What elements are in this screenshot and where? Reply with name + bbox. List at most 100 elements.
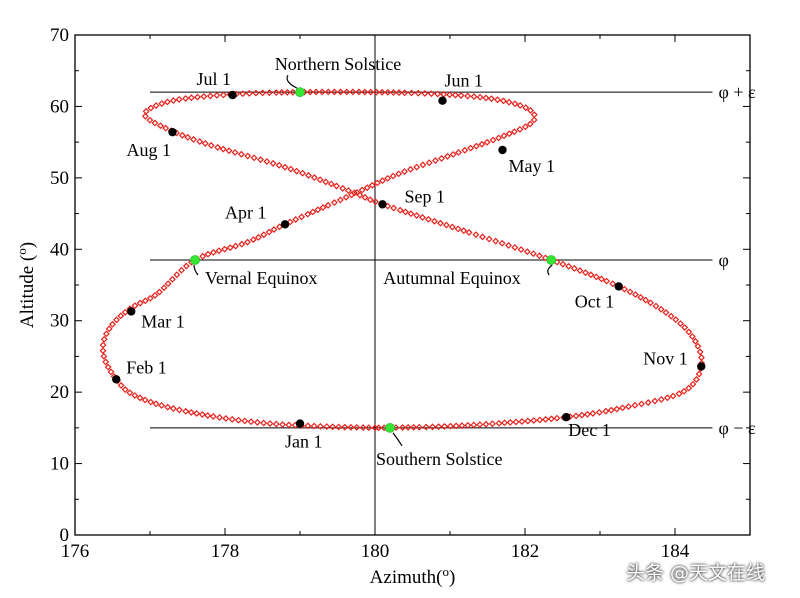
analemma-point <box>292 216 300 223</box>
analemma-point <box>396 206 404 214</box>
analemma-point <box>530 116 538 124</box>
analemma-point <box>222 415 230 422</box>
analemma-point <box>309 208 317 216</box>
analemma-point <box>279 421 287 428</box>
analemma-point <box>695 370 703 378</box>
analemma-point <box>570 264 578 272</box>
analemma-point <box>169 97 177 104</box>
analemma-point <box>283 88 291 96</box>
analemma-point <box>521 123 529 131</box>
y-axis-title: Altitude (o) <box>14 242 38 328</box>
month-marker <box>498 145 507 155</box>
analemma-point <box>175 406 183 414</box>
analemma-point <box>333 182 340 190</box>
analemma-point <box>287 165 295 173</box>
analemma-point <box>337 88 345 96</box>
analemma-point <box>169 405 177 412</box>
y-tick-label: 60 <box>50 96 69 117</box>
analemma-point <box>117 381 125 389</box>
analemma-point <box>547 415 555 423</box>
analemma-point <box>366 196 374 204</box>
month-marker <box>438 96 447 105</box>
analemma-point <box>518 418 526 425</box>
analemma-point <box>206 92 214 100</box>
analemma-point <box>187 408 195 416</box>
analemma-point <box>293 167 301 175</box>
analemma-point <box>310 422 318 430</box>
analemma-point <box>163 98 171 106</box>
analemma-point <box>324 201 332 209</box>
special-point-label: Vernal Equinox <box>205 268 317 288</box>
analemma-point <box>363 184 371 192</box>
analemma-point <box>260 231 268 239</box>
reference-line-label: φ − ε <box>719 418 757 438</box>
analemma-point <box>198 411 206 418</box>
y-tick-label: 50 <box>50 168 69 189</box>
analemma-point <box>652 302 660 310</box>
analemma-point <box>483 138 491 146</box>
analemma-point <box>415 423 423 431</box>
analemma-point <box>647 299 654 307</box>
analemma-point <box>688 333 696 340</box>
analemma-point <box>553 414 561 422</box>
analemma-point <box>427 90 435 98</box>
analemma-point <box>372 88 380 96</box>
analemma-point <box>146 294 154 302</box>
analemma-point <box>324 88 332 96</box>
analemma-point <box>476 421 484 429</box>
analemma-point <box>107 368 115 376</box>
analemma-point <box>146 116 154 124</box>
analemma-point <box>404 423 412 431</box>
analemma-point <box>505 98 513 106</box>
month-label: Jul 1 <box>197 69 232 89</box>
analemma-point <box>501 419 508 427</box>
analemma-point <box>207 141 215 149</box>
analemma-point <box>263 158 271 165</box>
analemma-point <box>342 193 350 201</box>
analemma-point <box>527 107 534 114</box>
analemma-point <box>421 89 429 97</box>
analemma-point <box>488 420 496 428</box>
analemma-point <box>425 159 433 167</box>
analemma-point <box>219 91 227 99</box>
analemma-point <box>131 302 139 310</box>
analemma-point <box>109 320 116 328</box>
x-axis-title: Azimuth(o) <box>370 564 456 588</box>
x-tick-label: 182 <box>511 541 540 562</box>
analemma-point <box>505 241 512 249</box>
analemma-point <box>680 387 688 395</box>
month-marker <box>168 127 177 137</box>
analemma-point <box>356 191 364 199</box>
month-label: Mar 1 <box>141 311 185 331</box>
analemma-point <box>365 424 373 432</box>
analemma-point <box>160 284 168 292</box>
analemma-point <box>625 403 632 411</box>
analemma-point <box>344 187 352 195</box>
analemma-point <box>281 163 289 171</box>
analemma-point <box>99 347 107 355</box>
analemma-point <box>530 417 538 424</box>
analemma-point <box>472 231 480 239</box>
analemma-point <box>522 104 530 112</box>
month-marker <box>228 90 237 100</box>
analemma-point <box>219 145 227 153</box>
analemma-point <box>657 396 665 403</box>
analemma-point <box>228 415 236 423</box>
analemma-point <box>541 254 549 262</box>
analemma-point <box>495 134 503 142</box>
analemma-point <box>310 174 318 182</box>
analemma-point <box>323 423 331 431</box>
x-tick-label: 180 <box>361 541 390 562</box>
analemma-point <box>413 163 421 171</box>
analemma-point <box>312 88 320 96</box>
analemma-point <box>244 238 251 246</box>
analemma-point <box>379 177 386 185</box>
analemma-point <box>190 135 197 143</box>
analemma-point <box>152 400 160 408</box>
month-label: Feb 1 <box>126 357 167 377</box>
analemma-point <box>455 149 462 156</box>
analemma-point <box>662 309 670 316</box>
analemma-point <box>694 342 702 350</box>
analemma-point <box>272 89 280 96</box>
analemma-point <box>260 419 268 427</box>
